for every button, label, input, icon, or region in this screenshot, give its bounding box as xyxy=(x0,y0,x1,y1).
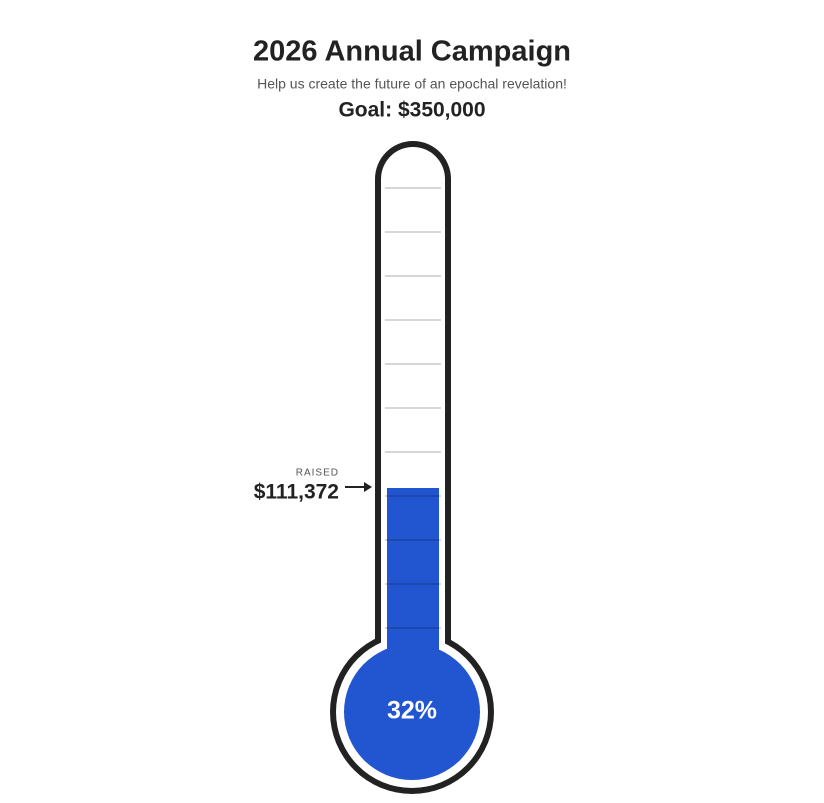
fill-bar xyxy=(387,487,439,712)
goal-label: Goal: $350,000 xyxy=(338,99,485,122)
raised-label: RAISED xyxy=(296,468,339,479)
raised-value: $111,372 xyxy=(254,481,339,504)
arrow-head xyxy=(364,482,372,492)
chart-subtitle: Help us create the future of an epochal … xyxy=(257,76,567,92)
chart-title: 2026 Annual Campaign xyxy=(253,36,571,68)
percent-label: 32% xyxy=(387,697,437,725)
